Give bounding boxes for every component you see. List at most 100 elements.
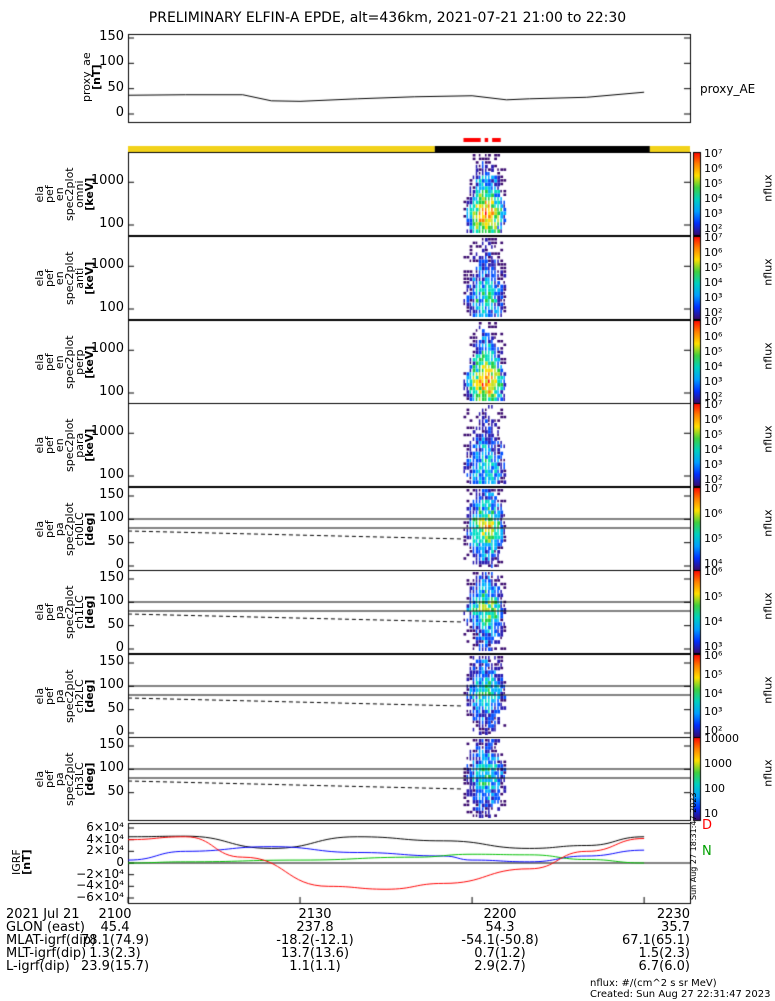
table-value: 1.5(2.3) bbox=[638, 946, 691, 961]
colorbar-tick: 10⁴ bbox=[704, 557, 723, 570]
table-value: -54.1(-50.8) bbox=[461, 933, 539, 948]
igrf-ytick: −6×10⁴ bbox=[76, 890, 124, 904]
colorbar-tick: 10⁶ bbox=[704, 413, 723, 426]
panel-ytick: 50 bbox=[107, 783, 124, 799]
colorbar-tick: 10⁶ bbox=[704, 246, 723, 259]
colorbar-tick: 10² bbox=[704, 390, 723, 403]
panel-ytick: 0 bbox=[115, 640, 124, 655]
igrf-ytick: 6×10⁴ bbox=[86, 820, 124, 834]
colorbar-tick: 10⁶ bbox=[704, 162, 723, 175]
colorbar-tick: 10³ bbox=[704, 291, 723, 304]
colorbar-tick: 10⁶ bbox=[704, 649, 723, 662]
colorbar-tick: 10² bbox=[704, 724, 723, 737]
table-value: -18.2(-12.1) bbox=[276, 933, 354, 948]
colorbar-tick: 10⁷ bbox=[704, 231, 723, 244]
panel-ytick: 100 bbox=[99, 593, 124, 609]
colorbar-tick: 10⁵ bbox=[704, 428, 723, 441]
panel-ytick: 100 bbox=[99, 760, 124, 776]
panel-ytick: 50 bbox=[107, 700, 124, 716]
panel-ylabel: ela pef en spec2plot para [keV] bbox=[33, 418, 96, 472]
table-value: 35.7 bbox=[661, 920, 690, 935]
colorbar-tick: 10³ bbox=[704, 375, 723, 388]
panel-ylabel: ela pef pa spec2plot ch0LC [deg] bbox=[33, 502, 96, 556]
table-label: 2021 Jul 21 bbox=[6, 907, 80, 922]
panel-ylabel: ela pef en spec2plot omni [keV] bbox=[33, 167, 96, 221]
colorbar-label: nflux bbox=[761, 342, 775, 370]
proxy-legend: proxy_AE bbox=[700, 82, 756, 96]
table-value: 237.8 bbox=[296, 920, 334, 935]
colorbar-tick: 10⁶ bbox=[704, 330, 723, 343]
panel-ylabel: ela pef en spec2plot anti [keV] bbox=[33, 251, 96, 305]
panel-ytick: 100 bbox=[99, 300, 124, 315]
colorbar-tick: 10⁵ bbox=[704, 667, 723, 681]
colorbar-tick: 10⁶ bbox=[704, 507, 723, 520]
table-value: 1.3(2.3) bbox=[89, 946, 141, 961]
panel-ytick: 50 bbox=[107, 616, 124, 632]
table-value: 2130 bbox=[298, 907, 332, 922]
colorbar-tick: 1000 bbox=[704, 757, 732, 770]
table-value: 2230 bbox=[656, 907, 690, 922]
side-stamp: Sun Aug 27 18:31:47 2023 bbox=[689, 792, 698, 900]
proxy-ytick: 100 bbox=[99, 54, 124, 70]
colorbar-tick: 10³ bbox=[704, 705, 723, 719]
table-value: 1.1(1.1) bbox=[289, 959, 341, 974]
table-value: 78.1(74.9) bbox=[80, 933, 150, 948]
proxy-ytick: 150 bbox=[99, 29, 124, 44]
colorbar-tick: 10² bbox=[704, 222, 723, 235]
panel-ytick: 0 bbox=[115, 724, 124, 739]
colorbar-tick: 10³ bbox=[704, 458, 723, 471]
table-value: 67.1(65.1) bbox=[621, 933, 690, 948]
panel-ylabel: ela pef pa spec2plot ch1LC [deg] bbox=[33, 585, 96, 639]
igrf-ytick: −2×10⁴ bbox=[76, 866, 124, 881]
panel-ytick: 1000 bbox=[90, 257, 124, 273]
igrf-ytick: 0 bbox=[116, 855, 124, 869]
colorbar-tick: 10⁵ bbox=[704, 590, 723, 603]
panel-ylabel: ela pef en spec2plot perp [keV] bbox=[33, 335, 96, 389]
colorbar-tick: 10³ bbox=[704, 207, 723, 220]
table-value: 2.9(2.7) bbox=[474, 959, 526, 974]
igrf-ytick: −4×10⁴ bbox=[76, 878, 124, 893]
colorbar-tick: 10⁷ bbox=[704, 315, 723, 328]
colorbar-label: nflux bbox=[761, 174, 775, 202]
panel-ytick: 100 bbox=[99, 677, 124, 693]
chart-title: PRELIMINARY ELFIN-A EPDE, alt=436km, 202… bbox=[148, 10, 627, 26]
table-value: 23.9(15.7) bbox=[80, 959, 150, 974]
panel-ylabel: ela pef pa spec2plot ch2LC [deg] bbox=[33, 669, 96, 723]
igrf-legend-n: N bbox=[702, 844, 712, 859]
proxy-ytick: 0 bbox=[115, 105, 124, 120]
table-value: 2100 bbox=[98, 907, 132, 922]
panel-ytick: 50 bbox=[107, 533, 124, 549]
colorbar-tick: 10⁴ bbox=[704, 443, 723, 456]
proxy-ytick: 50 bbox=[107, 79, 124, 95]
table-label: GLON (east) bbox=[6, 920, 85, 935]
colorbar-tick: 10⁴ bbox=[704, 360, 723, 373]
colorbar-label: nflux bbox=[761, 258, 775, 286]
colorbar-tick: 10⁴ bbox=[704, 686, 723, 700]
igrf-ytick: 2×10⁴ bbox=[86, 843, 124, 858]
colorbar-label: nflux bbox=[761, 676, 775, 704]
colorbar-tick: 10⁵ bbox=[704, 532, 723, 545]
colorbar-tick: 10⁵ bbox=[704, 177, 723, 190]
colorbar-tick: 10² bbox=[704, 306, 723, 319]
panel-ytick: 150 bbox=[99, 570, 124, 585]
footer-units: nflux: #/(cm^2 s sr MeV) bbox=[590, 978, 717, 989]
colorbar-tick: 10⁷ bbox=[704, 147, 723, 160]
colorbar-tick: 10000 bbox=[704, 732, 739, 745]
colorbar-tick: 10² bbox=[704, 473, 723, 486]
colorbar-tick: 10⁷ bbox=[704, 482, 723, 495]
colorbar-label: nflux bbox=[761, 509, 775, 537]
igrf-legend-d: D bbox=[702, 818, 713, 833]
panel-ylabel: ela pef pa spec2plot ch3LC [deg] bbox=[33, 752, 96, 806]
table-label: MLAT-igrf(dip) bbox=[6, 933, 97, 948]
colorbar-tick: 100 bbox=[704, 782, 725, 795]
panel-ytick: 100 bbox=[99, 467, 124, 482]
panel-ytick: 1000 bbox=[90, 341, 124, 357]
panel-ytick: 150 bbox=[99, 487, 124, 502]
colorbar-tick: 10⁴ bbox=[704, 615, 723, 628]
igrf-ylabel: IGRF [nT] bbox=[10, 849, 33, 875]
table-value: 13.7(13.6) bbox=[280, 946, 350, 961]
colorbar-tick: 10³ bbox=[704, 640, 723, 653]
table-value: 2200 bbox=[483, 907, 517, 922]
panel-ytick: 1000 bbox=[90, 173, 124, 189]
